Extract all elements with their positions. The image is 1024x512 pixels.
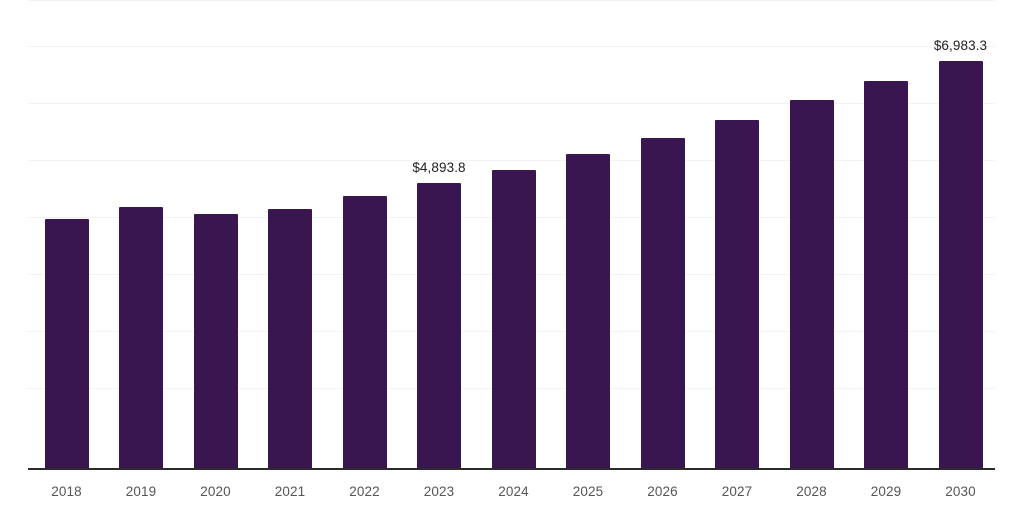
x-tick-2029: 2029 [870, 484, 902, 499]
bar-2024[interactable] [491, 170, 536, 468]
bar-rect[interactable] [938, 61, 983, 468]
bar-2030[interactable]: $6,983.3 [934, 38, 987, 468]
bar-2018[interactable] [44, 219, 89, 468]
bar-rect[interactable] [193, 214, 238, 468]
bar-rect[interactable] [119, 207, 163, 468]
bar-2019[interactable] [119, 207, 163, 468]
bar-rect[interactable] [268, 209, 312, 468]
bar-2020[interactable] [193, 214, 238, 468]
bar-2027[interactable] [715, 120, 759, 468]
x-tick-2021: 2021 [274, 484, 306, 499]
x-tick-2020: 2020 [200, 484, 231, 499]
bar-2025[interactable] [566, 154, 610, 468]
x-tick-2022: 2022 [349, 484, 380, 499]
x-tick-2027: 2027 [721, 484, 753, 499]
bar-2026[interactable] [640, 138, 685, 468]
x-axis-line [28, 468, 995, 470]
x-tick-2024: 2024 [498, 484, 529, 499]
x-tick-2023: 2023 [423, 484, 455, 499]
bar-rect[interactable] [864, 81, 908, 468]
bar-rect[interactable] [715, 120, 759, 468]
bar-2021[interactable] [268, 209, 312, 468]
bar-rect[interactable] [342, 196, 387, 468]
bar-rect[interactable] [44, 219, 89, 468]
bar-2023[interactable]: $4,893.8 [412, 160, 466, 468]
bar-2028[interactable] [789, 100, 834, 468]
bar-rect[interactable] [640, 138, 685, 468]
bar-value-label-2030: $6,983.3 [933, 38, 988, 54]
x-tick-2026: 2026 [647, 484, 678, 499]
bar-rect[interactable] [417, 182, 461, 468]
bar-2022[interactable] [342, 196, 387, 468]
x-tick-2025: 2025 [572, 484, 604, 499]
bar-value-label-2023: $4,893.8 [412, 159, 466, 175]
bar-rect[interactable] [491, 170, 536, 468]
bar-rect[interactable] [566, 154, 610, 468]
x-tick-2018: 2018 [51, 484, 82, 499]
x-tick-2028: 2028 [796, 484, 827, 499]
bar-rect[interactable] [789, 100, 834, 468]
x-tick-2019: 2019 [125, 484, 157, 499]
x-tick-2030: 2030 [945, 484, 976, 499]
bar-2029[interactable] [864, 81, 908, 468]
